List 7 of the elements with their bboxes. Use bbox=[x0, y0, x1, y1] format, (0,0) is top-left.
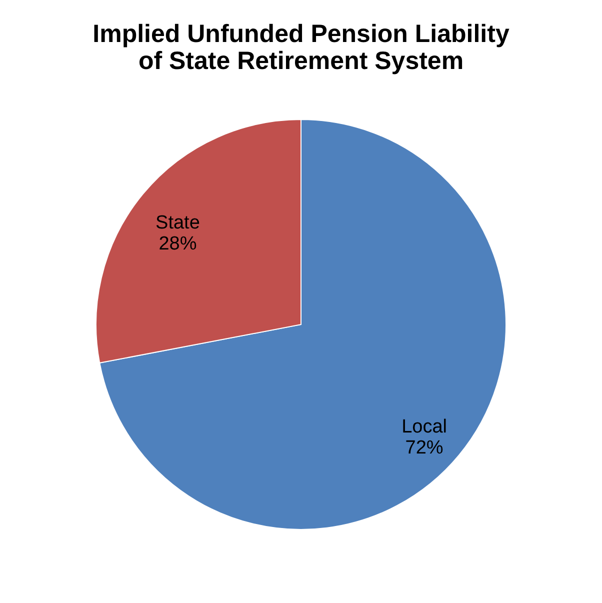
data-label: 72% bbox=[405, 437, 444, 458]
text: of State Retirement System bbox=[138, 47, 464, 75]
slice-label: State bbox=[156, 212, 200, 234]
text: Implied Unfunded Pension Liability bbox=[92, 20, 510, 48]
pie-slice bbox=[99, 119, 506, 530]
data-label: 28% bbox=[158, 234, 197, 255]
slice-label: Local bbox=[402, 416, 447, 438]
